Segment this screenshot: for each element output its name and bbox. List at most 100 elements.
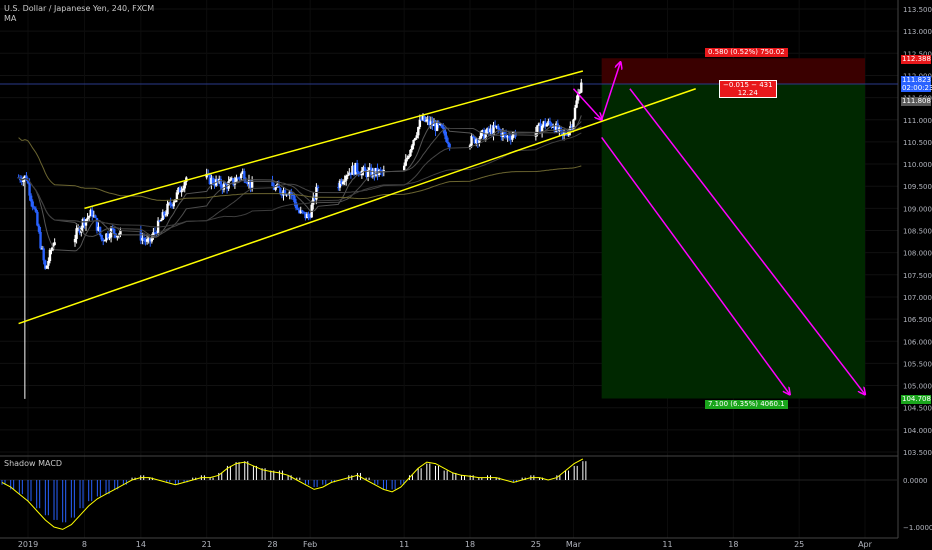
candle-body [426,119,429,121]
candle-body [537,123,541,126]
price-tick-label: 109.000 [903,205,932,213]
date-tick-label: 18 [728,540,738,549]
candle-body [222,183,226,190]
candle-body [297,209,301,213]
candle-body [232,178,235,185]
candle-body [279,187,282,194]
candle-body [164,214,168,216]
candle-body [500,130,503,138]
candle-body [437,121,440,125]
date-tick-label: 25 [794,540,804,549]
candle-body [308,217,312,219]
date-tick-label: Feb [303,540,317,549]
price-tick-label: 105.000 [903,383,932,391]
candle-body [365,171,368,178]
candle-body [81,219,85,228]
candle-body [536,125,539,132]
entry-price-tag: 111.808 [901,97,931,106]
candle-body [106,233,110,238]
candle-body [507,135,511,139]
candle-body [578,92,581,94]
ma-indicator-label: MA [4,14,17,23]
candle-body [341,181,345,185]
candle-body [145,239,149,242]
candle-body [249,179,252,188]
candle-body [36,211,39,226]
date-tick-label: 25 [531,540,541,549]
candle-body [542,121,545,126]
candle-body [435,121,439,131]
candle-body [116,235,119,238]
candle-body [413,138,417,140]
candle-body [111,227,114,229]
candle-body [550,123,553,128]
candle-body [238,177,241,179]
candle-body [420,119,423,121]
candle-body [337,187,340,189]
price-tick-label: 108.500 [903,228,932,236]
candle-body [470,135,473,146]
price-tick-label: 112.500 [903,50,932,58]
candle-body [29,195,33,202]
candle-body [113,228,116,234]
candle-body [247,179,251,185]
moving-average-line [18,115,582,252]
price-tick-label: 113.500 [903,6,932,14]
candle-body [293,196,296,203]
moving-average-line [18,137,582,201]
candle-body [406,157,409,160]
candle-body [224,183,227,185]
projection-arrow [601,137,790,394]
candle-body [37,225,41,232]
price-tick-label: 106.000 [903,338,932,346]
candle-body [98,226,102,235]
candle-body [141,237,144,241]
candle-body [352,165,356,175]
candle-body [299,210,302,213]
candle-body [22,178,25,183]
candle-body [166,203,169,215]
position-info-line1: −0.015 − 431 [723,81,773,89]
price-tick-label: 104.500 [903,405,932,413]
candle-body [142,237,146,240]
price-tick-label: 113.000 [903,28,932,36]
candle-body [473,136,476,144]
candle-body [150,237,154,242]
candle-body [478,138,481,143]
candle-body [417,127,420,136]
candle-body [371,169,375,177]
candle-body [544,121,547,127]
candle-body [236,177,240,179]
candle-body [102,239,105,241]
candle-body [492,125,495,136]
candle-body [163,212,166,216]
candle-body [486,128,489,133]
candle-body [84,219,88,226]
candle-body [316,186,320,188]
candle-body [39,231,42,249]
candle-body [421,115,425,120]
candle-body [561,130,564,136]
bar-countdown: 02:00:23 [902,84,932,92]
upper-channel-line [84,70,584,210]
candle-body [158,220,161,222]
candle-body [47,261,50,266]
stop-zone-label: 0.580 (0.52%) 750.02 [705,48,788,57]
candle-body [440,123,443,128]
symbol-title: U.S. Dollar / Japanese Yen, 240, FXCM [4,4,155,13]
candle-body [379,170,382,172]
candle-body [241,171,244,174]
candle-body [235,177,238,182]
price-tick-label: 110.500 [903,139,932,147]
candle-body [87,216,91,218]
candle-body [506,135,509,138]
candle-body [169,202,172,205]
candle-body [243,171,246,181]
candle-body [409,149,412,157]
candle-body [48,249,52,262]
candle-body [343,180,346,182]
price-tick-label: 106.500 [903,316,932,324]
position-info-line2: 12.24 [737,89,758,97]
candle-body [285,194,288,196]
